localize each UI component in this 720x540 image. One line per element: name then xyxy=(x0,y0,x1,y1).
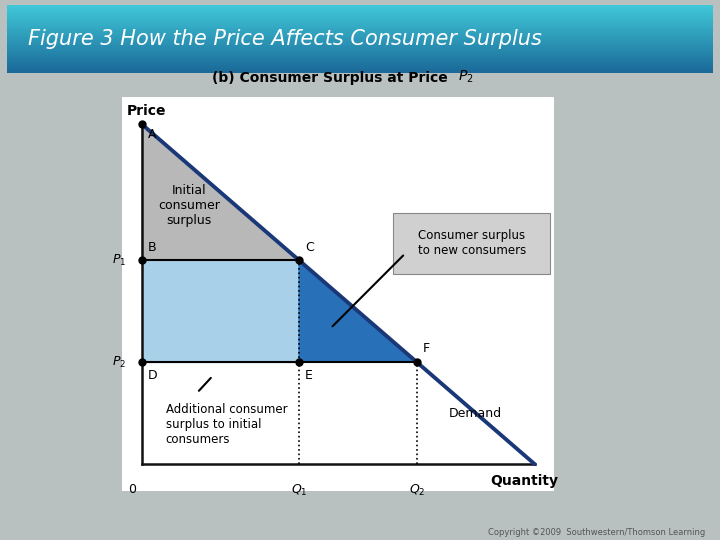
Text: Figure 3 How the Price Affects Consumer Surplus: Figure 3 How the Price Affects Consumer … xyxy=(28,29,542,49)
Bar xyxy=(7,60,713,62)
Bar xyxy=(7,33,713,35)
Bar xyxy=(7,17,713,18)
Text: 0: 0 xyxy=(128,483,136,496)
Bar xyxy=(7,21,713,22)
Bar xyxy=(7,47,713,48)
Bar xyxy=(7,20,713,21)
Bar xyxy=(7,59,713,60)
Text: $Q_1$: $Q_1$ xyxy=(291,483,307,498)
Bar xyxy=(7,46,713,47)
Bar xyxy=(7,72,713,73)
Bar xyxy=(7,63,713,64)
Text: $P_2$: $P_2$ xyxy=(112,355,126,370)
Bar xyxy=(7,31,713,32)
Bar xyxy=(7,48,713,49)
Bar xyxy=(7,14,713,15)
Bar xyxy=(7,37,713,38)
Bar xyxy=(7,12,713,14)
Bar xyxy=(7,16,713,17)
Polygon shape xyxy=(299,260,417,362)
Text: $P_2$: $P_2$ xyxy=(458,69,474,85)
Bar xyxy=(7,28,713,29)
Bar xyxy=(7,70,713,71)
Text: Consumer surplus
to new consumers: Consumer surplus to new consumers xyxy=(418,230,526,258)
Bar xyxy=(7,15,713,16)
Text: Copyright ©2009  Southwestern/Thomson Learning: Copyright ©2009 Southwestern/Thomson Lea… xyxy=(488,528,706,537)
Bar xyxy=(7,35,713,36)
Bar xyxy=(7,6,713,8)
Bar xyxy=(7,58,713,59)
Bar xyxy=(7,23,713,24)
Text: E: E xyxy=(305,369,313,382)
Bar xyxy=(7,30,713,31)
Polygon shape xyxy=(142,260,299,362)
Text: (b) Consumer Surplus at Price: (b) Consumer Surplus at Price xyxy=(212,71,457,85)
Bar xyxy=(7,51,713,52)
Bar xyxy=(7,50,713,51)
FancyBboxPatch shape xyxy=(393,213,551,274)
Bar xyxy=(7,52,713,54)
Bar xyxy=(7,10,713,11)
Bar xyxy=(7,56,713,57)
Text: F: F xyxy=(423,342,430,355)
Bar xyxy=(7,68,713,69)
Text: $Q_2$: $Q_2$ xyxy=(409,483,426,498)
Bar xyxy=(7,5,713,6)
Text: C: C xyxy=(305,240,314,253)
Text: Initial
consumer
surplus: Initial consumer surplus xyxy=(158,185,220,227)
Text: B: B xyxy=(148,240,156,253)
Text: Price: Price xyxy=(126,104,166,118)
Bar xyxy=(7,11,713,12)
Bar xyxy=(7,29,713,30)
Bar xyxy=(7,8,713,9)
Bar xyxy=(7,22,713,23)
Bar xyxy=(7,38,713,39)
Bar xyxy=(7,42,713,43)
Text: $P_1$: $P_1$ xyxy=(112,253,126,268)
Bar xyxy=(7,64,713,65)
Bar xyxy=(7,69,713,70)
Bar xyxy=(7,45,713,46)
Bar xyxy=(7,54,713,55)
Bar xyxy=(7,65,713,66)
Bar xyxy=(7,24,713,25)
Bar xyxy=(7,36,713,37)
Bar xyxy=(7,55,713,56)
Polygon shape xyxy=(142,124,299,260)
Text: D: D xyxy=(148,369,158,382)
Bar xyxy=(7,25,713,27)
Text: Additional consumer
surplus to initial
consumers: Additional consumer surplus to initial c… xyxy=(166,403,287,446)
Bar xyxy=(7,62,713,63)
Bar xyxy=(7,32,713,33)
Bar xyxy=(7,43,713,44)
Text: Demand: Demand xyxy=(449,407,502,420)
Text: A: A xyxy=(148,128,156,141)
Bar xyxy=(7,49,713,50)
Bar xyxy=(7,18,713,19)
Bar xyxy=(7,40,713,42)
Bar xyxy=(7,57,713,58)
Text: Quantity: Quantity xyxy=(490,474,558,488)
Bar xyxy=(7,44,713,45)
Bar xyxy=(7,66,713,68)
Bar xyxy=(7,39,713,40)
Bar xyxy=(7,71,713,72)
Bar xyxy=(7,27,713,28)
Bar xyxy=(7,19,713,20)
Bar xyxy=(7,9,713,10)
